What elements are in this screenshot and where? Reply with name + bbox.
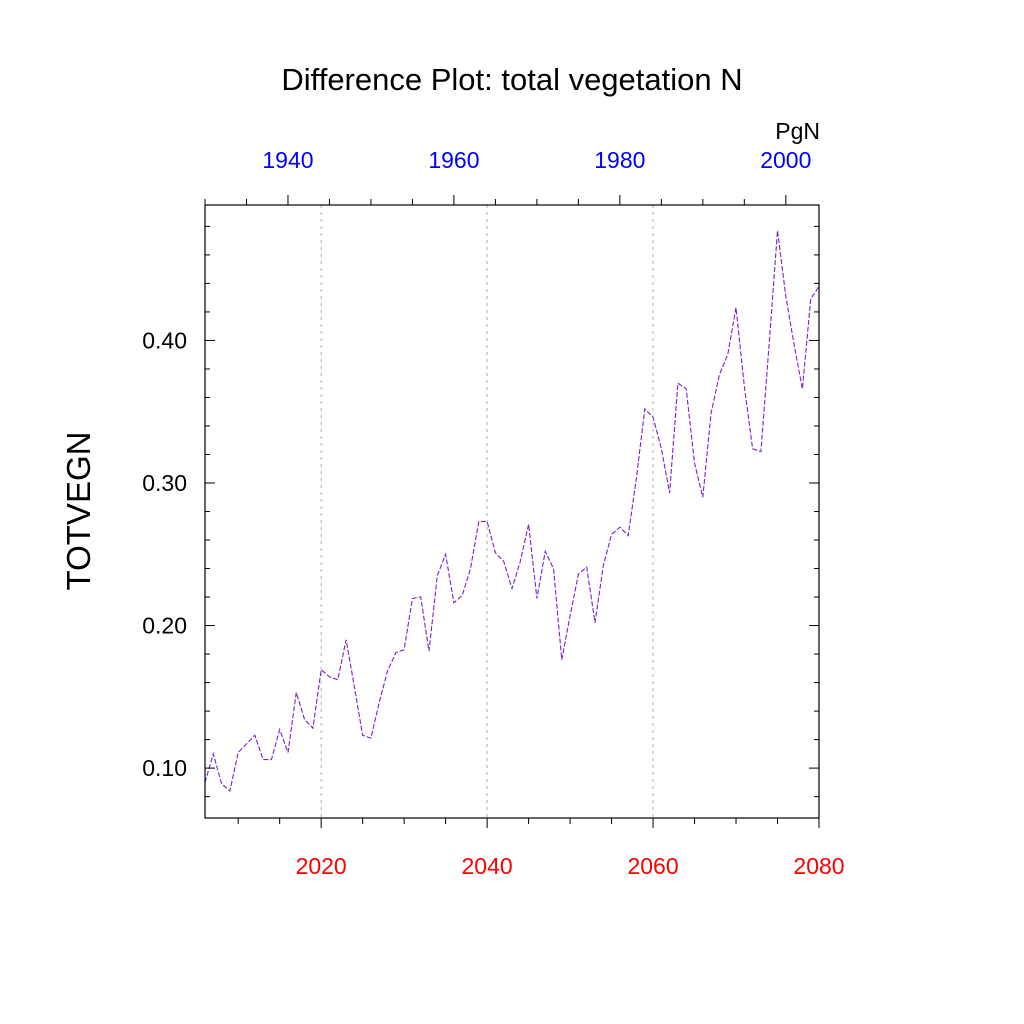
y-tick-label: 0.20	[142, 613, 187, 639]
x-top-tick-label: 1940	[262, 147, 313, 173]
x-bottom-tick-label: 2020	[296, 853, 347, 879]
x-bottom-tick-label: 2080	[793, 853, 844, 879]
series-line-difference	[204, 230, 820, 792]
x-top-tick-label: 2000	[760, 147, 811, 173]
x-bottom-tick-label: 2040	[462, 853, 513, 879]
x-top-tick-label: 1960	[428, 147, 479, 173]
grid-lines	[320, 205, 654, 818]
x-top-tick-label: 1980	[594, 147, 645, 173]
series-layer	[204, 230, 820, 792]
y-tick-label: 0.40	[142, 327, 187, 353]
plot-frame	[204, 204, 820, 819]
y-tick-label: 0.30	[142, 470, 187, 496]
y-tick-label: 0.10	[142, 755, 187, 781]
axes: 0.10 0.20 0.30 0.40 2020 2040 2060 2080 1940 1960…	[142, 147, 844, 879]
units-label: PgN	[775, 118, 820, 144]
y-axis-label: TOTVEGN	[60, 432, 97, 591]
chart-title: Difference Plot: total vegetation N	[281, 62, 742, 97]
x-bottom-tick-label: 2060	[627, 853, 678, 879]
